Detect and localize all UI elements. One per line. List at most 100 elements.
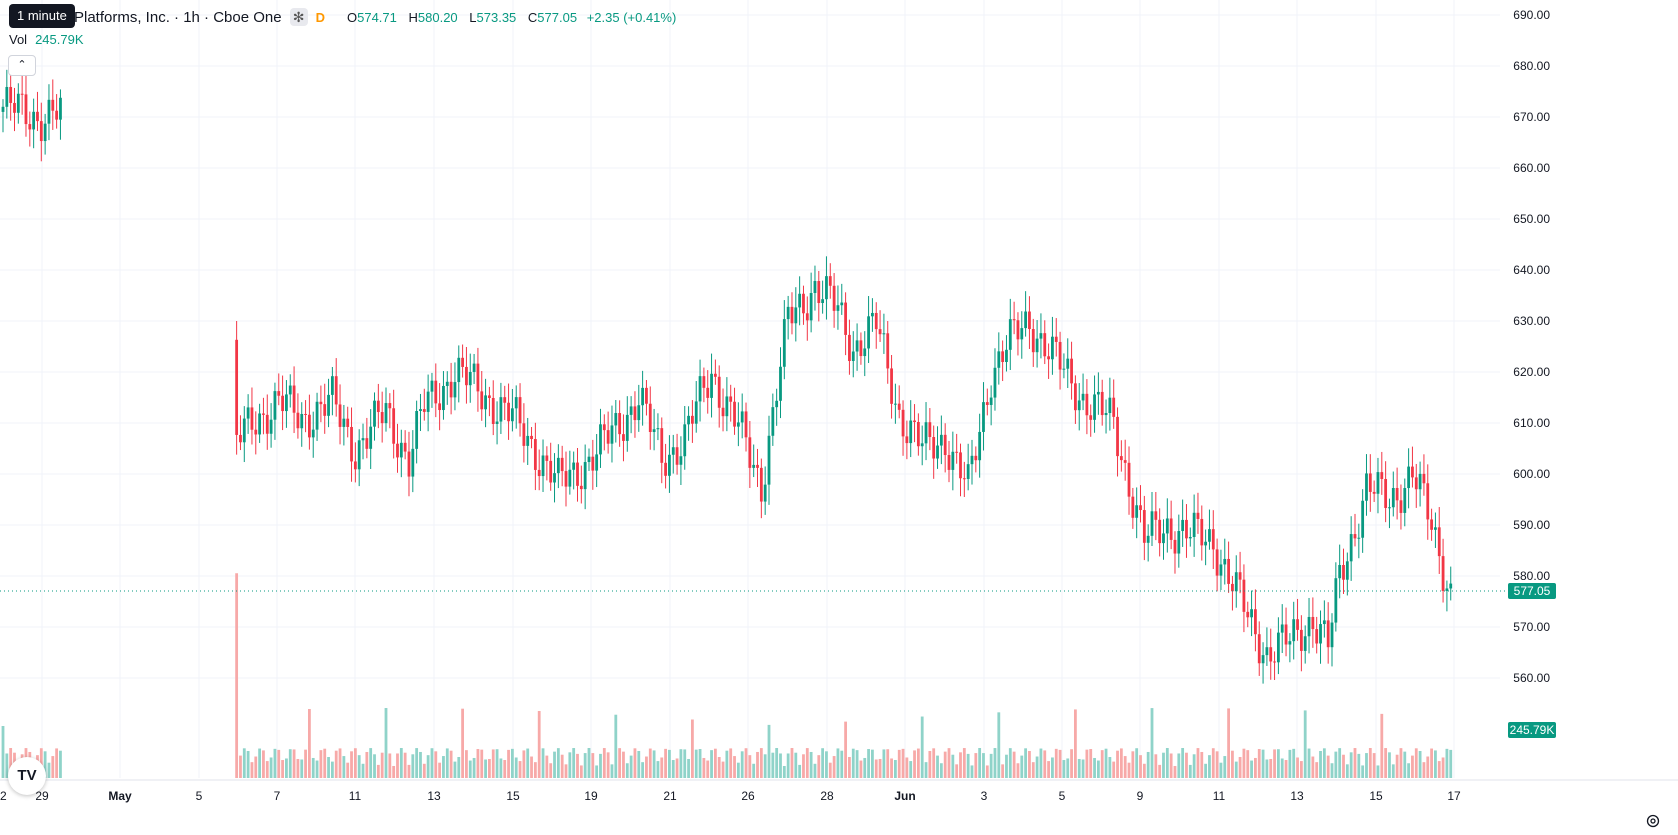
candle-body xyxy=(1414,477,1418,490)
volume-bar xyxy=(556,748,560,778)
volume-bar xyxy=(1437,761,1441,778)
y-tick-label: 610.00 xyxy=(1513,416,1550,430)
volume-bar xyxy=(434,751,438,778)
volume-bar xyxy=(461,708,464,778)
candle-body xyxy=(1,106,5,112)
asterisk-icon[interactable]: ✻ xyxy=(289,8,308,26)
volume-bar xyxy=(1165,748,1169,778)
volume-bar xyxy=(346,762,350,778)
candle-body xyxy=(246,407,250,419)
volume-bar xyxy=(752,763,756,778)
candle-body xyxy=(518,397,522,424)
candle-body xyxy=(39,121,43,142)
candle-body xyxy=(1062,368,1066,370)
x-tick-label: 11 xyxy=(1213,789,1226,803)
change-value: +2.35 (+0.41%) xyxy=(586,9,677,25)
candle-body xyxy=(1361,500,1365,538)
candle-body xyxy=(1093,394,1096,420)
chevron-up-icon[interactable]: ⌃ xyxy=(8,55,36,76)
candle-body xyxy=(380,412,384,424)
tradingview-logo-icon[interactable]: TV xyxy=(8,757,46,795)
candle-body xyxy=(1231,583,1234,592)
volume-bar xyxy=(1131,751,1135,778)
candle-body xyxy=(1242,579,1246,612)
candle-body xyxy=(480,391,484,410)
symbol-title[interactable]: Platforms, Inc. · 1h · Cboe One xyxy=(74,8,282,26)
candle-body xyxy=(782,319,786,367)
volume-bar xyxy=(365,751,369,778)
candle-body xyxy=(951,451,955,470)
candle-body xyxy=(1211,529,1215,550)
x-tick-label: 21 xyxy=(663,789,677,803)
candle-body xyxy=(1307,616,1311,637)
volume-bar xyxy=(47,762,51,778)
volume-bar xyxy=(924,762,928,778)
candle-body xyxy=(1020,328,1024,340)
candle-body xyxy=(323,404,327,416)
candle-body xyxy=(1150,511,1154,536)
candle-body xyxy=(1208,529,1211,542)
volume-bar xyxy=(1407,763,1411,778)
volume-bar xyxy=(1349,752,1353,778)
candle-body xyxy=(1407,466,1411,489)
candle-body xyxy=(1303,636,1307,651)
candle-body xyxy=(729,396,733,402)
volume-bar xyxy=(966,753,970,778)
volume-bar xyxy=(1342,754,1345,778)
candle-body xyxy=(1234,572,1238,592)
candle-body xyxy=(813,281,817,294)
volume-bar xyxy=(1058,749,1062,778)
candle-body xyxy=(327,394,330,416)
volume-bar xyxy=(1338,748,1342,778)
volume-bar xyxy=(468,760,472,778)
volume-bar xyxy=(9,748,13,778)
candle-body xyxy=(1096,391,1100,395)
candle-body xyxy=(878,329,882,335)
candle-body xyxy=(495,421,499,424)
volume-bar xyxy=(1365,753,1368,778)
candle-body xyxy=(1104,412,1108,416)
volume-bar xyxy=(51,756,55,778)
volume-bar xyxy=(886,749,890,778)
volume-bar xyxy=(334,750,338,778)
volume-bar xyxy=(775,748,779,778)
candle-body xyxy=(1399,500,1403,513)
x-tick-label: 17 xyxy=(1447,789,1461,803)
candle-body xyxy=(549,460,553,483)
candle-body xyxy=(848,334,851,362)
candle-body xyxy=(664,462,667,476)
candle-body xyxy=(1349,534,1353,562)
volume-bar xyxy=(1395,754,1399,778)
candle-body xyxy=(1365,473,1368,501)
candle-body xyxy=(47,99,51,124)
candle-body xyxy=(1066,358,1070,369)
volume-bar xyxy=(415,748,419,778)
candle-body xyxy=(1204,541,1208,546)
volume-bar xyxy=(637,750,641,778)
volume-bar xyxy=(1261,749,1265,778)
volume-bar xyxy=(671,760,675,778)
volume-bar xyxy=(1089,749,1093,778)
y-tick-label: 630.00 xyxy=(1513,314,1550,328)
candle-body xyxy=(445,381,449,386)
candle-body xyxy=(1058,341,1062,370)
candle-body xyxy=(1081,393,1085,401)
volume-bar xyxy=(947,748,951,778)
volume-bar xyxy=(913,750,916,778)
candle-body xyxy=(645,387,648,404)
volume-bar xyxy=(1238,756,1242,778)
volume-bar xyxy=(771,752,775,778)
volume-bar xyxy=(606,752,610,778)
volume-bar xyxy=(510,748,514,778)
y-tick-label: 670.00 xyxy=(1513,110,1550,124)
volume-bar xyxy=(254,756,258,778)
candle-body xyxy=(893,403,897,405)
gear-icon[interactable] xyxy=(1645,813,1661,829)
candle-body xyxy=(656,428,660,430)
volume-bar xyxy=(920,716,924,778)
volume-bar xyxy=(1074,709,1077,778)
candle-body xyxy=(1196,512,1200,519)
candle-body xyxy=(905,436,909,444)
volume-bar xyxy=(909,761,913,778)
